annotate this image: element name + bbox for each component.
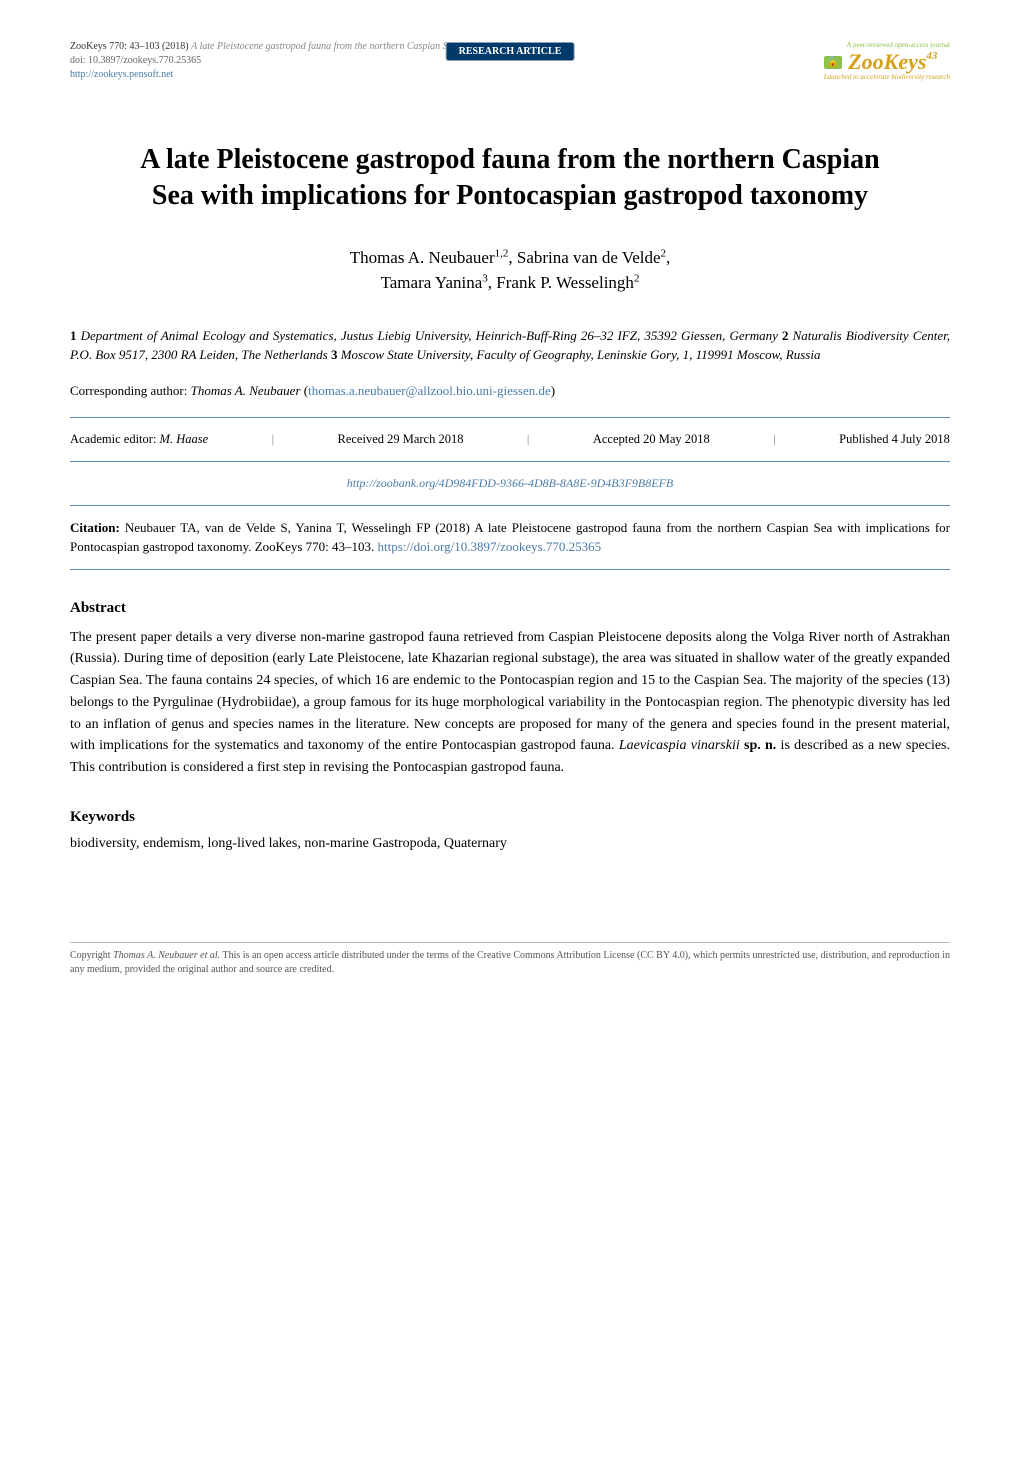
author-list: Thomas A. Neubauer1,2, Sabrina van de Ve… (70, 245, 950, 296)
open-access-label: A peer-reviewed open-access journal (824, 41, 950, 49)
author-1: Thomas A. Neubauer (350, 248, 495, 267)
divider-rule (70, 461, 950, 462)
citation-block: Citation: Neubauer TA, van de Velde S, Y… (70, 518, 950, 557)
article-title: A late Pleistocene gastropod fauna from … (130, 142, 890, 215)
author-3: Tamara Yanina (381, 273, 483, 292)
author-4-aff: 2 (634, 273, 640, 285)
editor-segment: Academic editor: M. Haase (70, 432, 208, 447)
species-name: Laevicaspia vinarskii (619, 738, 740, 753)
author-1-aff: 1,2 (495, 247, 509, 259)
running-title: A late Pleistocene gastropod fauna from … (191, 41, 465, 52)
journal-logo-text: ZooKeys (848, 49, 926, 75)
journal-logo: ZooKeys 43 (848, 49, 937, 75)
header-right: A peer-reviewed open-access journal 🔓 Zo… (824, 41, 950, 81)
page-header: ZooKeys 770: 43–103 (2018) A late Pleist… (70, 40, 950, 82)
author-sep-2: , (666, 248, 670, 267)
abstract-heading: Abstract (70, 600, 950, 617)
corresponding-author: Corresponding author: Thomas A. Neubauer… (70, 383, 950, 399)
editorial-dates: Academic editor: M. Haase | Received 29 … (70, 430, 950, 449)
affiliations: 1 Department of Animal Ecology and Syste… (70, 326, 950, 365)
corresponding-email-link[interactable]: thomas.a.neubauer@allzool.bio.uni-giesse… (308, 383, 551, 398)
sep-icon: | (521, 432, 536, 447)
aff-3-text: Moscow State University, Faculty of Geog… (337, 347, 820, 362)
copyright-footer: Copyright Thomas A. Neubauer et al. This… (70, 942, 950, 977)
abstract-part-1: The present paper details a very diverse… (70, 630, 950, 753)
published-date: Published 4 July 2018 (839, 432, 950, 447)
research-article-badge: RESEARCH ARTICLE (446, 42, 575, 61)
keywords-body: biodiversity, endemism, long-lived lakes… (70, 836, 950, 852)
journal-issue: ZooKeys 770: 43–103 (2018) (70, 41, 189, 52)
abstract-body: The present paper details a very diverse… (70, 627, 950, 779)
article-page: ZooKeys 770: 43–103 (2018) A late Pleist… (0, 0, 1020, 1027)
received-date: Received 29 March 2018 (337, 432, 463, 447)
corresponding-label: Corresponding author: (70, 383, 191, 398)
keywords-heading: Keywords (70, 809, 950, 826)
copyright-prefix: Copyright (70, 950, 113, 961)
zoobank-link[interactable]: http://zoobank.org/4D984FDD-9366-4D8B-8A… (347, 476, 674, 490)
author-sep-3: , Frank P. Wesselingh (488, 273, 634, 292)
sp-nov: sp. n. (740, 738, 777, 753)
corresponding-name: Thomas A. Neubauer (191, 383, 301, 398)
divider-rule (70, 417, 950, 418)
zoobank-line: http://zoobank.org/4D984FDD-9366-4D8B-8A… (70, 474, 950, 493)
accepted-date: Accepted 20 May 2018 (593, 432, 710, 447)
divider-rule (70, 569, 950, 570)
editor-name: M. Haase (160, 432, 209, 446)
page-number: 43 (926, 50, 937, 62)
journal-url-link[interactable]: http://zookeys.pensoft.net (70, 69, 173, 80)
copyright-holder: Thomas A. Neubauer et al. (113, 950, 220, 961)
journal-tagline: Launched to accelerate biodiversity rese… (824, 73, 950, 81)
logo-row: 🔓 ZooKeys 43 (824, 49, 950, 75)
sep-icon: | (767, 432, 782, 447)
open-access-icon: 🔓 (824, 56, 842, 69)
email-close: ) (551, 383, 555, 398)
sep-icon: | (266, 432, 281, 447)
citation-doi-link[interactable]: https://doi.org/10.3897/zookeys.770.2536… (378, 539, 602, 554)
citation-label: Citation: (70, 520, 125, 535)
divider-rule (70, 505, 950, 506)
editor-label: Academic editor: (70, 432, 160, 446)
author-sep-1: , Sabrina van de Velde (508, 248, 660, 267)
aff-1-text: Department of Animal Ecology and Systema… (77, 328, 783, 343)
